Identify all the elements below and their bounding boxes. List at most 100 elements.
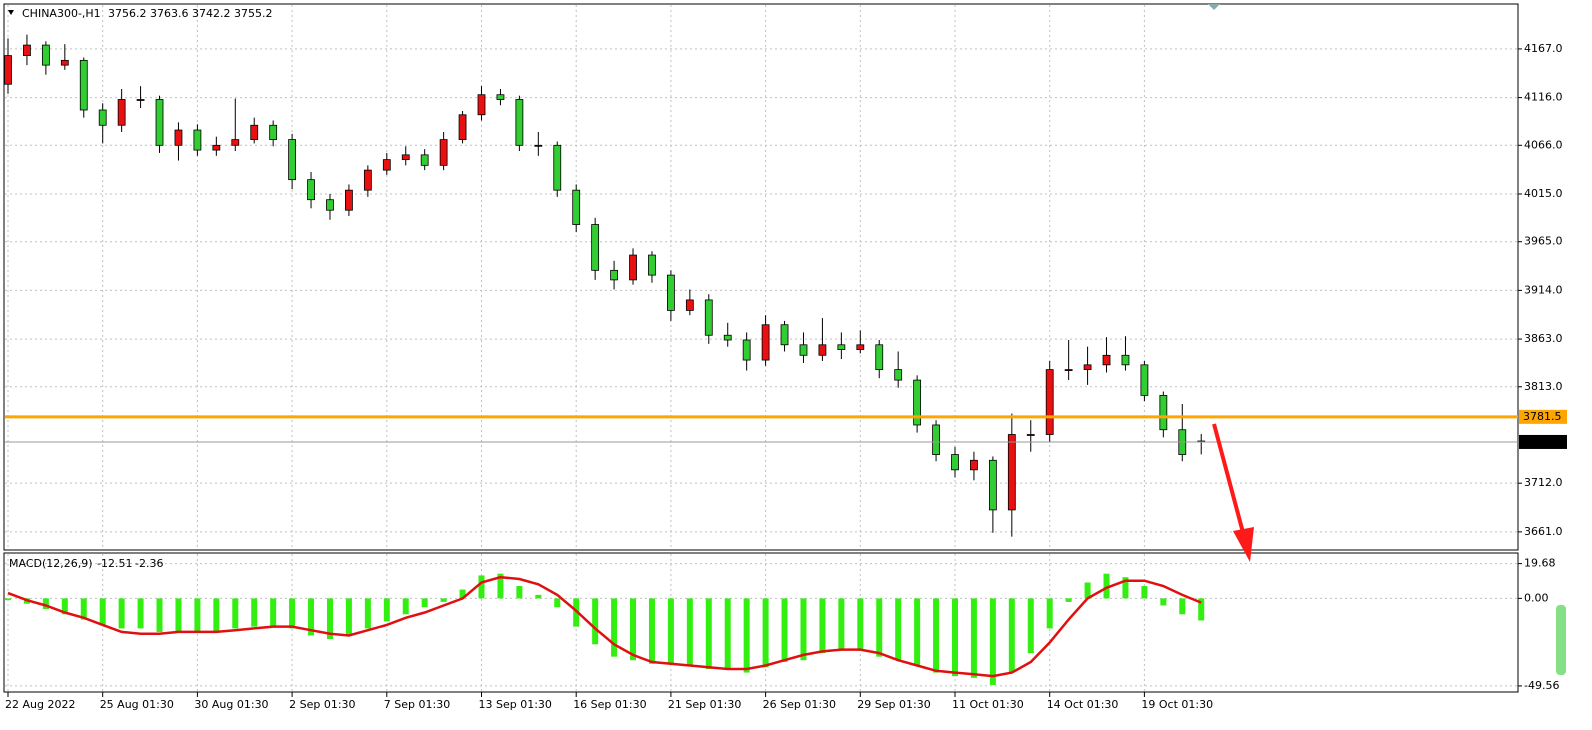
macd-bar [819,598,826,654]
macd-signal-value: -2.36 [135,557,163,570]
macd-bar [592,598,599,645]
macd-bar [497,573,504,599]
candle-body [667,274,675,311]
candle-body [23,44,31,56]
candle-body [629,254,637,281]
y-tick-label: 3813.0 [1524,380,1563,393]
ohlc-close: 3755.2 [234,7,273,20]
x-tick-label: 11 Oct 01:30 [952,698,1024,711]
macd-bar [364,598,371,629]
y-tick-label: 4066.0 [1524,138,1563,151]
y-tick-label: 3661.0 [1524,525,1563,538]
x-tick-label: 29 Sep 01:30 [857,698,930,711]
x-tick-label: 2 Sep 01:30 [289,698,355,711]
candle-body [41,44,50,66]
candle-body [326,199,334,211]
macd-bar [1198,598,1205,621]
macd-bar [194,598,201,632]
candle-body [288,139,297,181]
candle-body [212,144,221,151]
candle-body [553,144,562,191]
candle-body [439,139,448,166]
macd-bar [554,598,561,608]
macd-bar [667,598,674,664]
macd-bar [459,589,466,599]
level-label-box [1519,409,1567,424]
candle-body [1045,369,1054,435]
macd-bar [952,598,958,677]
macd-bar [402,598,409,615]
macd-bar [270,598,277,627]
candle-body [382,159,391,171]
level-label: 3781.5 [1523,410,1562,423]
candle-body [572,189,581,225]
macd-bar [1122,577,1129,599]
macd-bar [421,598,428,608]
y-tick-label: 19.68 [1524,557,1556,570]
candle-body [648,254,656,276]
x-tick-label: 26 Sep 01:30 [763,698,836,711]
macd-bar [516,586,523,599]
y-tick-label: 4167.0 [1524,42,1563,55]
macd-bar [970,598,977,678]
x-tick-label: 14 Oct 01:30 [1047,698,1119,711]
macd-bar [118,598,125,629]
macd-bar [630,598,637,661]
candle-body [420,154,429,166]
macd-bar [1179,598,1186,615]
macd-bar [478,575,485,599]
symbol: CHINA300-,H1 [22,7,101,20]
macd-bar [5,598,11,601]
macd-bar [308,598,315,636]
ohlc-high: 3763.6 [150,7,189,20]
candle-body [988,459,997,511]
macd-bar [535,594,542,599]
macd-bar [1065,598,1072,602]
candle-body [477,94,486,116]
candle-body [685,299,694,311]
candle-body [496,94,505,100]
candle-body [1140,364,1149,396]
macd-bar [1103,573,1110,599]
macd-bar [99,598,106,625]
macd-label: MACD(12,26,9) [9,557,93,570]
candle-body [269,124,278,140]
candle-body [1159,394,1168,431]
x-tick-label: 13 Sep 01:30 [479,698,552,711]
macd-bar [1160,598,1167,606]
price-label-box [1519,434,1567,449]
y-tick-label: 4015.0 [1524,187,1563,200]
x-tick-label: 16 Sep 01:30 [573,698,646,711]
x-tick-label: 25 Aug 01:30 [100,698,174,711]
ohlc-low: 3742.2 [192,7,231,20]
candle-body [345,189,353,211]
macd-bar [1046,598,1053,629]
candle-body [723,334,732,341]
macd-bar [345,598,352,636]
candle-body [1102,354,1111,366]
candle-body [250,124,259,140]
macd-bar [156,598,163,632]
price-label: 3755.2 [1523,435,1562,448]
macd-bar [876,598,883,657]
candle-body [363,169,372,191]
macd-bar [857,598,864,650]
macd-bar [611,598,618,657]
macd-bar [800,598,807,661]
macd-bar [232,598,239,629]
macd-bar [289,598,296,629]
candle-body [307,179,315,201]
macd-panel [3,552,1519,693]
candle-body [591,224,600,271]
candle-body [193,129,202,151]
candle-body [98,109,107,126]
macd-hist-value: -12.51 [97,557,132,570]
candle-body [742,339,751,361]
candle-body [401,154,410,161]
candle-body [799,344,808,356]
x-tick-label: 22 Aug 2022 [5,698,75,711]
macd-bar [989,598,996,685]
macd-bar [175,598,182,632]
